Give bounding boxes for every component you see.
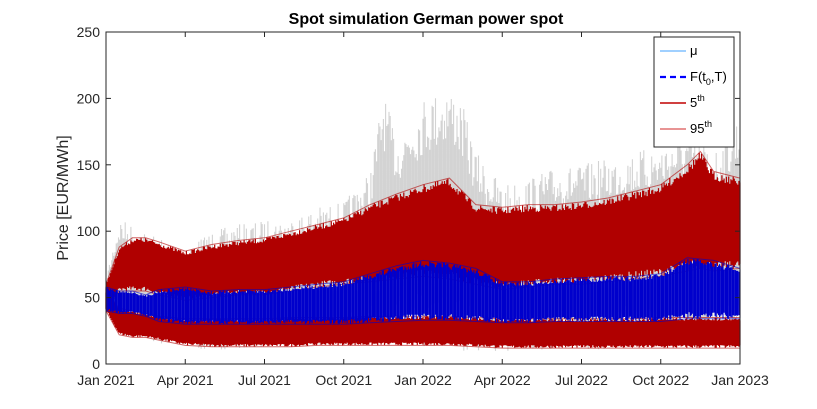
- x-tick-label: Apr 2021: [157, 372, 214, 388]
- y-tick-label: 100: [77, 223, 101, 239]
- legend-label: F(t0,T): [690, 69, 727, 87]
- x-axis: Jan 2021 Apr 2021 Jul 2021 Oct 2021 Jan 2022…: [77, 32, 769, 388]
- series-3-lower-line: [105, 310, 740, 349]
- x-tick-label: Jul 2021: [238, 372, 291, 388]
- legend-label: 95th: [690, 119, 712, 136]
- chart-title: Spot simulation German power spot: [289, 11, 564, 28]
- series-2-upper-line: [105, 150, 741, 285]
- x-tick-label: Jul 2022: [555, 372, 608, 388]
- x-tick-label: Oct 2021: [315, 372, 372, 388]
- legend-item-mu: μ: [660, 43, 698, 58]
- legend: μ F(t0,T) 5th 95th: [653, 36, 735, 148]
- plot-area: 0 50 100 150 200 250 Jan 2021 Apr 2021 Jul 2021…: [77, 24, 769, 388]
- series-4-lower-line: [105, 310, 740, 325]
- x-tick-label: Apr 2022: [474, 372, 531, 388]
- legend-item-p95: 95th: [660, 119, 712, 136]
- x-tick-label: Oct 2022: [632, 372, 689, 388]
- x-tick-label: Jan 2022: [394, 372, 452, 388]
- y-tick-label: 150: [77, 157, 101, 173]
- y-tick-label: 50: [84, 290, 100, 306]
- y-tick-label: 200: [77, 90, 101, 106]
- legend-label: 5th: [690, 93, 705, 110]
- x-tick-label: Jan 2021: [77, 372, 135, 388]
- legend-label: μ: [690, 43, 698, 58]
- y-tick-label: 0: [92, 356, 100, 372]
- y-axis: 0 50 100 150 200 250: [77, 24, 740, 372]
- legend-item-p5: 5th: [660, 93, 705, 110]
- x-tick-label: Jan 2023: [711, 372, 769, 388]
- y-tick-label: 250: [77, 24, 101, 40]
- series-4-band: [105, 257, 741, 325]
- legend-item-forward: F(t0,T): [660, 69, 727, 87]
- series-4-upper-line: [105, 257, 741, 296]
- series-layer: [105, 98, 741, 351]
- y-axis-label: Price [EUR/MWh]: [55, 135, 72, 260]
